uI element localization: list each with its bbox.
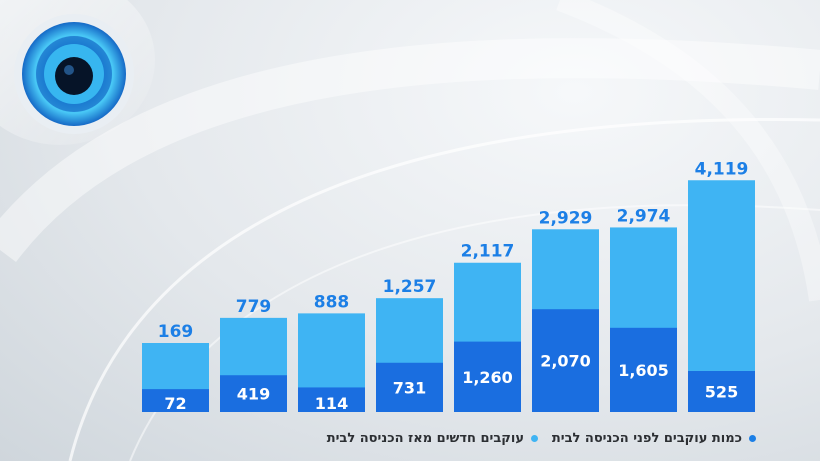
- bar-new-3: [298, 387, 365, 412]
- bar-new-2: [220, 375, 287, 412]
- new-label-7: 1,605: [618, 361, 669, 380]
- legend-item-new: עוקבים חדשים מאז הכניסה לבית: [327, 428, 538, 448]
- new-label-8: 525: [705, 383, 738, 402]
- bar-new-6: [532, 309, 599, 412]
- bar-new-8: [688, 371, 755, 412]
- legend-dot-before: [749, 434, 756, 442]
- total-label-4: 1,257: [383, 277, 437, 297]
- bar-new-1: [142, 389, 209, 412]
- eye-logo: [12, 12, 137, 137]
- legend-dot-new: [531, 434, 538, 442]
- new-label-6: 2,070: [540, 352, 591, 371]
- total-label-1: 169: [158, 322, 194, 342]
- new-label-1: 72: [164, 394, 186, 413]
- total-label-7: 2,974: [617, 206, 671, 226]
- legend-item-before: כמות עוקבים לפני הכניסה לבית: [552, 428, 756, 448]
- total-label-2: 779: [236, 297, 272, 317]
- new-label-5: 1,260: [462, 368, 513, 387]
- bar-new-7: [610, 327, 677, 412]
- total-label-6: 2,929: [539, 208, 593, 228]
- new-label-2: 419: [237, 385, 270, 404]
- total-label-8: 4,119: [695, 159, 749, 179]
- new-label-3: 114: [315, 394, 348, 413]
- bar-new-4: [376, 362, 443, 412]
- total-label-5: 2,117: [461, 242, 515, 262]
- new-label-4: 731: [393, 378, 426, 397]
- total-label-3: 888: [314, 292, 350, 312]
- bar-new-5: [454, 341, 521, 412]
- legend-label-new: עוקבים חדשים מאז הכניסה לבית: [326, 430, 524, 446]
- legend-label-before: כמות עוקבים לפני הכניסה לבית: [551, 430, 742, 446]
